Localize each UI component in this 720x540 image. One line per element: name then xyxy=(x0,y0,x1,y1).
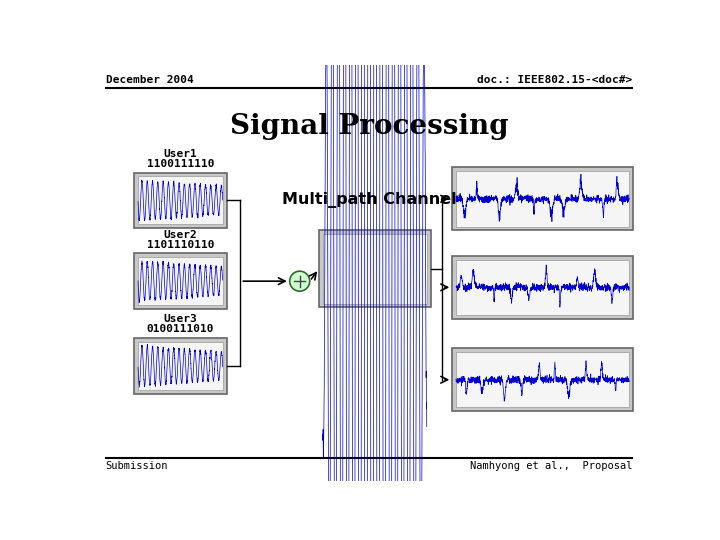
Text: 1100111110: 1100111110 xyxy=(147,159,214,168)
Text: 0100111010: 0100111010 xyxy=(147,325,214,334)
Circle shape xyxy=(289,271,310,291)
Bar xyxy=(319,231,431,307)
Bar xyxy=(134,338,227,394)
Text: Namhyong et al.,  Proposal: Namhyong et al., Proposal xyxy=(470,461,632,470)
Text: User3: User3 xyxy=(163,314,197,325)
Bar xyxy=(452,167,633,231)
Bar xyxy=(134,173,227,228)
Bar xyxy=(134,253,227,309)
Bar xyxy=(456,171,629,226)
Text: 1101110110: 1101110110 xyxy=(147,240,214,249)
Bar xyxy=(138,342,222,390)
Bar xyxy=(138,257,222,305)
Text: Signal Processing: Signal Processing xyxy=(230,112,508,139)
Bar xyxy=(452,348,633,411)
Bar xyxy=(138,177,222,224)
Bar xyxy=(456,352,629,408)
Text: December 2004: December 2004 xyxy=(106,75,194,85)
Text: User2: User2 xyxy=(163,230,197,240)
Text: User1: User1 xyxy=(163,148,197,159)
Text: Submission: Submission xyxy=(106,461,168,470)
Bar xyxy=(456,260,629,315)
Bar xyxy=(452,256,633,319)
Bar xyxy=(323,234,427,303)
Text: Multi_path Channel: Multi_path Channel xyxy=(282,192,456,208)
Text: doc.: IEEE802.15-<doc#>: doc.: IEEE802.15-<doc#> xyxy=(477,75,632,85)
